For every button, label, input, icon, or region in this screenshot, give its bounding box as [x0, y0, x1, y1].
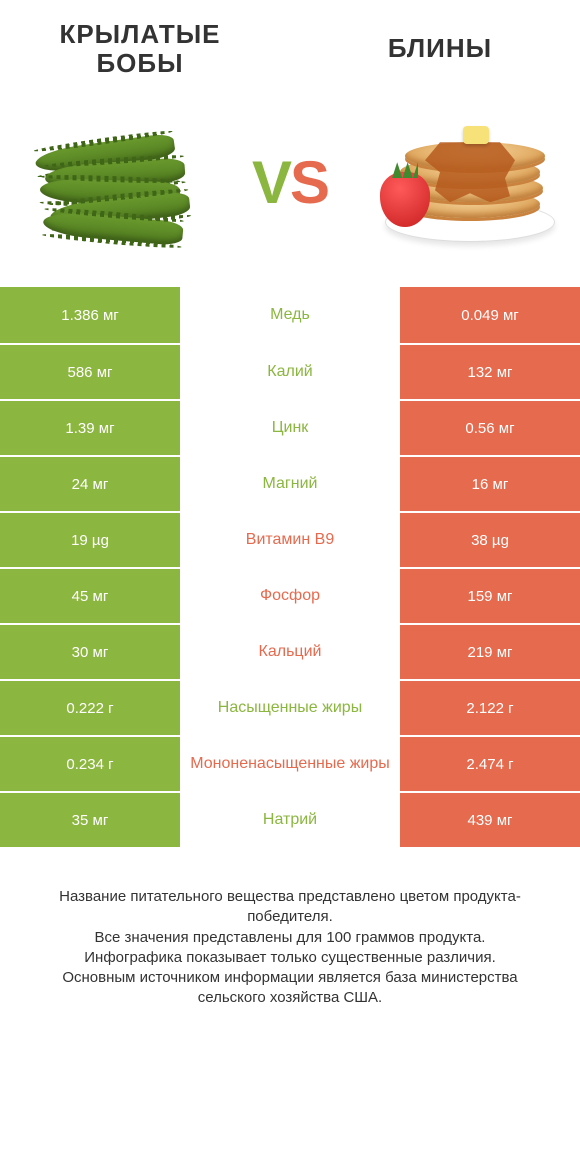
- value-right: 0.049 мг: [400, 287, 580, 343]
- vs-s: S: [290, 149, 328, 216]
- value-left: 586 мг: [0, 345, 180, 399]
- table-row: 30 мгКальций219 мг: [0, 623, 580, 679]
- comparison-table: 1.386 мгМедь0.049 мг586 мгКалий132 мг1.3…: [0, 287, 580, 847]
- nutrient-name: Натрий: [180, 793, 400, 847]
- title-right-line1: БЛИНЫ: [388, 33, 492, 63]
- table-row: 0.234 гМононенасыщенные жиры2.474 г: [0, 735, 580, 791]
- product-right-image: [375, 112, 555, 252]
- value-left: 19 µg: [0, 513, 180, 567]
- value-right: 16 мг: [400, 457, 580, 511]
- nutrient-name: Магний: [180, 457, 400, 511]
- table-row: 586 мгКалий132 мг: [0, 343, 580, 399]
- value-left: 1.386 мг: [0, 287, 180, 343]
- value-right: 0.56 мг: [400, 401, 580, 455]
- table-row: 0.222 гНасыщенные жиры2.122 г: [0, 679, 580, 735]
- nutrient-name: Калий: [180, 345, 400, 399]
- footer-notes: Название питательного вещества представл…: [0, 847, 580, 1009]
- value-right: 2.122 г: [400, 681, 580, 735]
- vs-label: VS: [252, 148, 328, 217]
- value-left: 24 мг: [0, 457, 180, 511]
- vs-v: V: [252, 149, 290, 216]
- footer-line: Основным источником информации является …: [30, 968, 550, 1009]
- nutrient-name: Цинк: [180, 401, 400, 455]
- value-right: 2.474 г: [400, 737, 580, 791]
- value-left: 45 мг: [0, 569, 180, 623]
- value-left: 30 мг: [0, 625, 180, 679]
- value-right: 132 мг: [400, 345, 580, 399]
- table-row: 19 µgВитамин B938 µg: [0, 511, 580, 567]
- title-left-line1: КРЫЛАТЫЕ: [59, 19, 220, 49]
- nutrient-name: Кальций: [180, 625, 400, 679]
- nutrient-name: Витамин B9: [180, 513, 400, 567]
- header: КРЫЛАТЫЕ БОБЫ БЛИНЫ: [0, 0, 580, 87]
- value-left: 1.39 мг: [0, 401, 180, 455]
- nutrient-name: Мононенасыщенные жиры: [180, 737, 400, 791]
- table-row: 1.386 мгМедь0.049 мг: [0, 287, 580, 343]
- product-left-title: КРЫЛАТЫЕ БОБЫ: [40, 20, 240, 77]
- title-left-line2: БОБЫ: [96, 48, 183, 78]
- footer-line: Инфографика показывает только существенн…: [30, 948, 550, 968]
- value-right: 439 мг: [400, 793, 580, 847]
- value-left: 0.234 г: [0, 737, 180, 791]
- footer-line: Все значения представлены для 100 граммо…: [30, 928, 550, 948]
- value-right: 159 мг: [400, 569, 580, 623]
- table-row: 35 мгНатрий439 мг: [0, 791, 580, 847]
- nutrient-name: Насыщенные жиры: [180, 681, 400, 735]
- table-row: 45 мгФосфор159 мг: [0, 567, 580, 623]
- product-right-title: БЛИНЫ: [340, 34, 540, 63]
- product-left-image: [25, 112, 205, 252]
- table-row: 24 мгМагний16 мг: [0, 455, 580, 511]
- table-row: 1.39 мгЦинк0.56 мг: [0, 399, 580, 455]
- value-left: 35 мг: [0, 793, 180, 847]
- value-left: 0.222 г: [0, 681, 180, 735]
- nutrient-name: Фосфор: [180, 569, 400, 623]
- footer-line: Название питательного вещества представл…: [30, 887, 550, 928]
- nutrient-name: Медь: [180, 287, 400, 343]
- value-right: 219 мг: [400, 625, 580, 679]
- images-row: VS: [0, 87, 580, 287]
- value-right: 38 µg: [400, 513, 580, 567]
